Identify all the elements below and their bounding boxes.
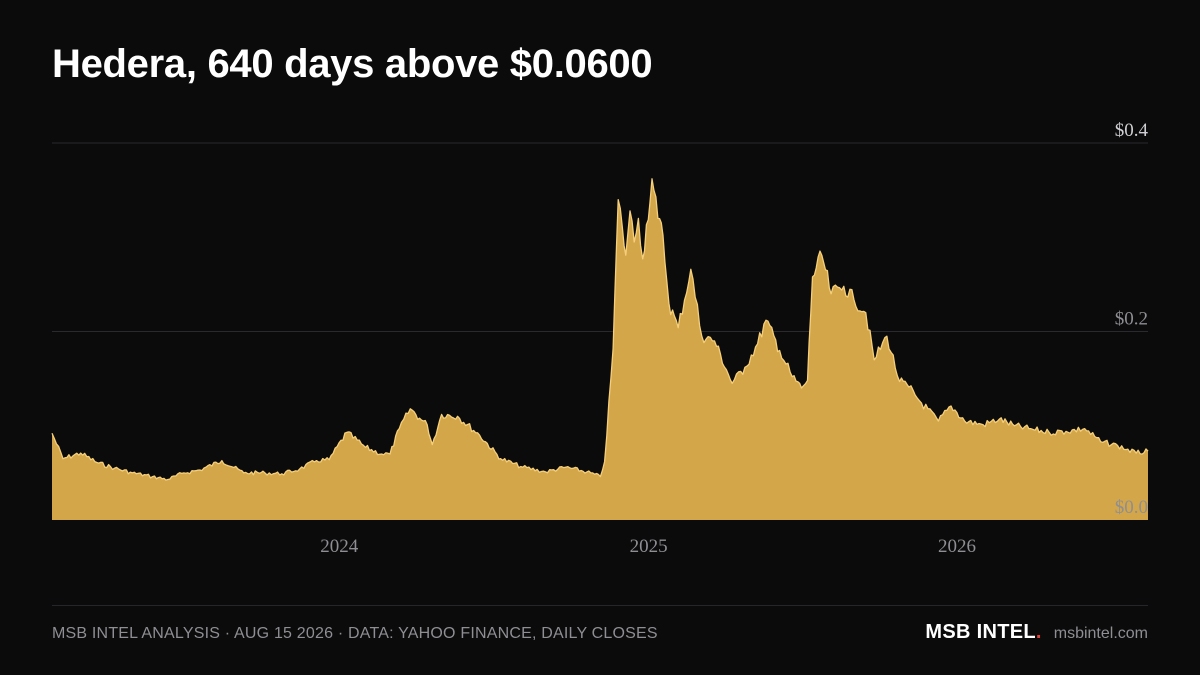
y-tick-label: $0.2 xyxy=(1115,309,1148,330)
y-tick-label: $0.4 xyxy=(1115,120,1149,141)
footer-branding: MSB INTEL. msbintel.com xyxy=(925,621,1148,644)
price-line xyxy=(51,178,1149,481)
brand-name: MSB INTEL xyxy=(925,621,1036,643)
x-tick-label: 2025 xyxy=(630,536,668,557)
brand-logo: MSB INTEL. xyxy=(925,621,1041,644)
y-axis-labels: $0.0 $0.2 $0.4 xyxy=(1115,120,1149,518)
footer-source: MSB INTEL ANALYSIS · AUG 15 2026 · DATA:… xyxy=(52,625,658,642)
price-area xyxy=(51,178,1149,521)
area-fill xyxy=(52,178,1148,521)
site-url: msbintel.com xyxy=(1053,625,1148,642)
x-tick-label: 2024 xyxy=(320,536,359,557)
brand-dot: . xyxy=(1035,621,1042,643)
chart-title: Hedera, 640 days above $0.0600 xyxy=(52,42,653,86)
x-axis-labels: 2024 2025 2026 xyxy=(320,536,976,557)
x-tick-label: 2026 xyxy=(938,536,976,557)
y-tick-label: $0.0 xyxy=(1115,497,1148,518)
footer-divider xyxy=(52,605,1148,606)
grid-lines xyxy=(52,142,1148,332)
